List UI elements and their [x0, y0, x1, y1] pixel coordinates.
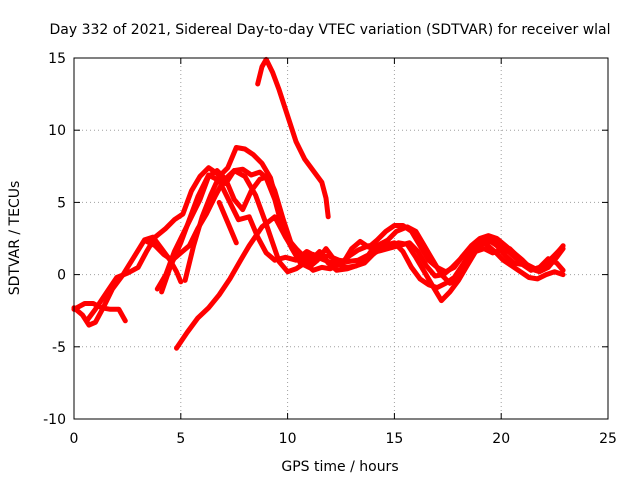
x-tick-label: 25	[599, 431, 617, 447]
series-arc-5	[154, 168, 566, 292]
series-arc-6	[159, 172, 564, 295]
y-tick-label: 10	[48, 123, 66, 139]
chart-title: Day 332 of 2021, Sidereal Day-to-day VTE…	[49, 22, 610, 38]
x-tick-label: 0	[70, 431, 79, 447]
series-arc-10	[255, 56, 331, 220]
y-tick-label: -10	[43, 412, 66, 428]
plot-frame	[73, 57, 609, 420]
series-arc-9	[216, 199, 239, 246]
ticks: 0 5 10 15 20 25 -10 -5 0 5 10 15	[43, 51, 617, 447]
y-tick-label: 15	[48, 51, 66, 67]
series-arc-8	[182, 145, 316, 283]
y-tick-label: 0	[57, 268, 66, 284]
y-axis-label: SDTVAR / TECUs	[7, 181, 23, 296]
y-tick-label: -5	[52, 340, 66, 356]
x-tick-label: 20	[492, 431, 510, 447]
series-arc-7	[174, 214, 566, 351]
x-tick-label: 10	[279, 431, 297, 447]
x-tick-label: 5	[176, 431, 185, 447]
series-arc-4	[144, 168, 566, 304]
y-tick-label: 5	[57, 195, 66, 211]
x-tick-label: 15	[385, 431, 403, 447]
x-axis-label: GPS time / hours	[281, 459, 398, 475]
series-group	[71, 56, 566, 351]
series-arc-2	[71, 301, 128, 324]
